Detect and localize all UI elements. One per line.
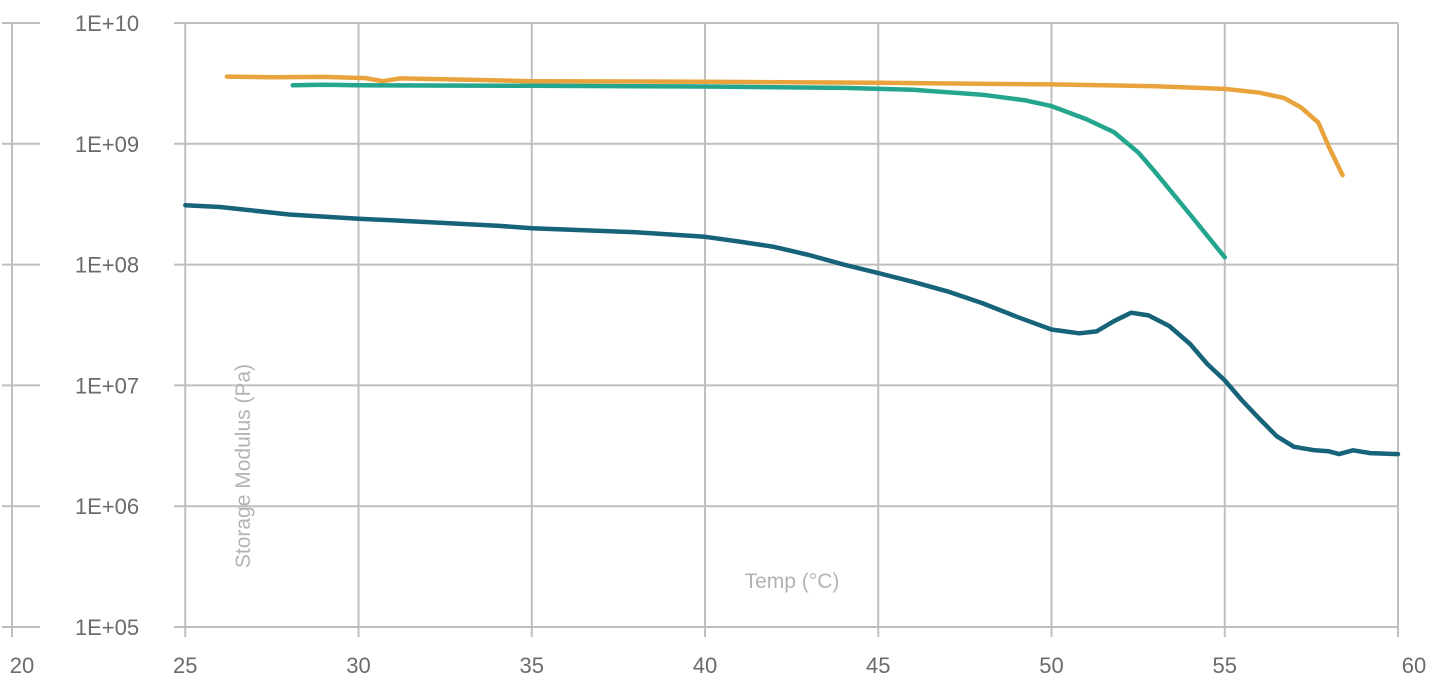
y-tick-label-bg bbox=[40, 492, 174, 521]
series-line-3 bbox=[183, 202, 1401, 457]
y-tick-label: 1E+06 bbox=[75, 494, 139, 519]
x-axis-ticks: 20 25 30 35 40 45 50 55 60 bbox=[10, 653, 1426, 677]
x-tick-label: 60 bbox=[1402, 653, 1426, 677]
y-tick-label: 1E+09 bbox=[75, 132, 139, 157]
y-tick-label-bg bbox=[40, 371, 174, 400]
y-tick-label: 1E+07 bbox=[75, 373, 139, 398]
chart-grid bbox=[2, 22, 1399, 637]
y-tick-label-bg bbox=[40, 250, 174, 279]
x-tick-label: 50 bbox=[1039, 653, 1063, 677]
x-tick-label: 25 bbox=[173, 653, 197, 677]
chart-series bbox=[183, 74, 1401, 457]
y-tick-label-bg bbox=[40, 613, 174, 641]
x-tick-label: 20 bbox=[10, 653, 34, 677]
y-tick-label: 1E+08 bbox=[75, 253, 139, 278]
x-axis-label: Temp (°C) bbox=[745, 570, 840, 593]
y-axis-ticks: 1E+05 1E+06 1E+07 1E+08 1E+09 1E+10 bbox=[40, 9, 174, 641]
x-tick-label: 40 bbox=[693, 653, 717, 677]
series-line-2 bbox=[290, 82, 1228, 260]
x-tick-label: 30 bbox=[346, 653, 370, 677]
x-tick-label: 55 bbox=[1213, 653, 1237, 677]
y-tick-label: 1E+05 bbox=[75, 615, 139, 640]
y-tick-label-bg bbox=[40, 9, 174, 37]
series-line-1 bbox=[224, 74, 1345, 178]
y-tick-label: 1E+10 bbox=[75, 11, 139, 36]
x-tick-label: 45 bbox=[866, 653, 890, 677]
x-tick-label: 35 bbox=[520, 653, 544, 677]
y-axis-label: Storage Modulus (Pa) bbox=[232, 364, 255, 568]
y-tick-label-bg bbox=[40, 129, 174, 158]
